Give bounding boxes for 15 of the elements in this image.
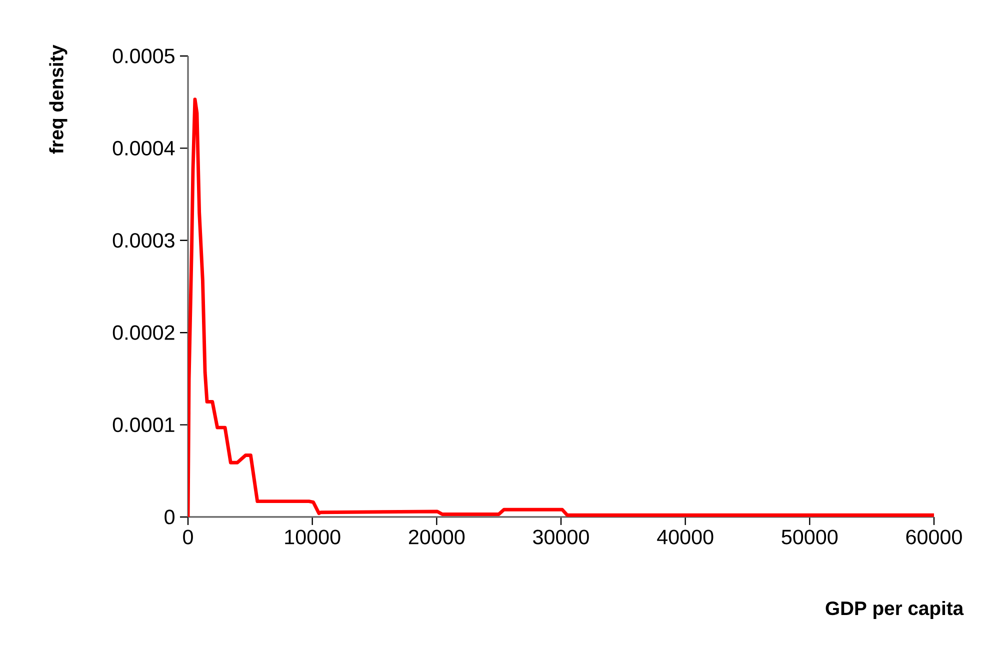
x-tick-label: 10000 (285, 530, 340, 544)
x-tick-label: 60000 (906, 530, 962, 544)
x-tick-label: 20000 (408, 530, 465, 544)
y-axis-title: freq density (49, 44, 68, 154)
y-tick-label: 0.0004 (112, 140, 175, 156)
x-tick-label: 0 (183, 530, 193, 544)
y-tick-label: 0.0003 (112, 233, 174, 248)
x-tick-label: 40000 (657, 530, 714, 544)
x-tick-label: 50000 (782, 530, 838, 544)
y-tick-label: 0.0005 (112, 48, 174, 64)
y-tick-label: 0.0001 (112, 417, 174, 432)
y-tick-label: 0.0002 (112, 325, 174, 340)
y-tick-label: 0 (164, 510, 174, 524)
x-tick-label: 30000 (533, 530, 589, 544)
x-axis-title: GDP per capita (826, 600, 964, 619)
